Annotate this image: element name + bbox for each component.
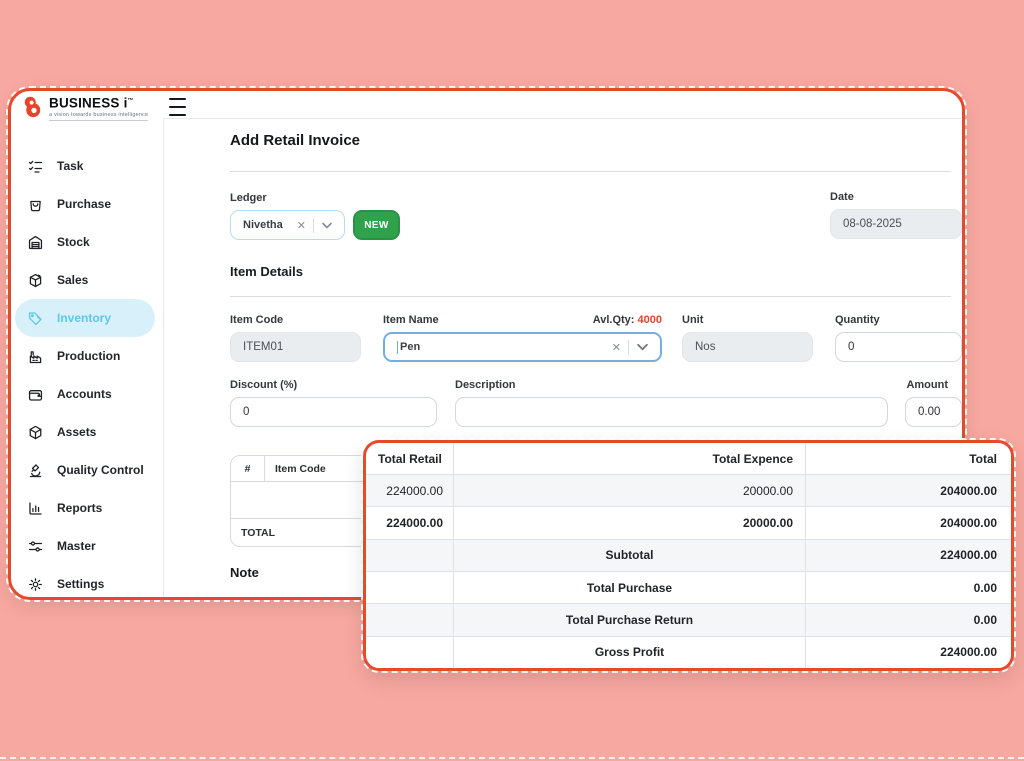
available-quantity-value: 4000 (637, 314, 662, 326)
item-code-input[interactable]: ITEM01 (230, 332, 361, 362)
description-input[interactable] (455, 397, 888, 427)
master-icon (28, 540, 43, 552)
unit-input[interactable]: Nos (682, 332, 813, 362)
sidebar-item-assets[interactable]: Assets (15, 413, 155, 451)
accounts-icon (28, 389, 43, 401)
unit-label: Unit (682, 314, 704, 326)
ledger-clear-icon[interactable]: ✕ (296, 219, 306, 232)
items-table-total-row: TOTAL (231, 518, 469, 546)
inventory-icon (28, 311, 42, 325)
assets-icon (29, 425, 42, 439)
hamburger-menu-icon[interactable] (169, 98, 191, 116)
item-name-clear-icon[interactable]: ✕ (611, 341, 621, 354)
summary-row-values-total: 224000.00 20000.00 204000.00 (366, 506, 1011, 539)
sidebar-item-task[interactable]: Task (15, 147, 155, 185)
date-label: Date (830, 191, 854, 203)
sidebar-item-inventory[interactable]: Inventory (15, 299, 155, 337)
sidebar-item-purchase[interactable]: Purchase (15, 185, 155, 223)
businessi-logo-icon (24, 96, 41, 118)
sidebar-item-master[interactable]: Master (15, 527, 155, 565)
item-code-label: Item Code (230, 314, 284, 326)
summary-header-total-retail: Total Retail (378, 451, 442, 466)
item-name-label: Item Name (383, 314, 439, 326)
ledger-chevron-down-icon[interactable] (314, 222, 334, 229)
note-label: Note (230, 565, 259, 580)
summary-row-subtotal: Subtotal 224000.00 (366, 538, 1011, 571)
purchase-icon (30, 200, 41, 211)
sidebar-item-reports[interactable]: Reports (15, 489, 155, 527)
summary-row-gross-profit: Gross Profit 224000.00 (366, 635, 1011, 668)
ledger-select[interactable]: Nivetha ✕ (230, 210, 345, 240)
production-icon (29, 350, 42, 363)
app-logo: BUSINESS i™ a vision towards business in… (20, 94, 149, 121)
sidebar-item-sales[interactable]: Sales (15, 261, 155, 299)
quantity-label: Quantity (835, 314, 880, 326)
discount-input[interactable]: 0 (230, 397, 437, 427)
sidebar-item-settings[interactable]: Settings (15, 565, 155, 597)
summary-row-total-purchase: Total Purchase 0.00 (366, 570, 1011, 604)
date-input[interactable]: 08-08-2025 (830, 209, 962, 239)
amount-label: Amount (906, 379, 948, 391)
bottom-dashed-line (0, 757, 1024, 759)
settings-icon (29, 577, 42, 591)
item-details-title: Item Details (230, 264, 303, 279)
text-cursor (397, 340, 398, 354)
quantity-input[interactable]: 0 (835, 332, 962, 362)
brand-tagline: a vision towards business intelligence (49, 112, 149, 121)
sidebar: Task Purchase Stock Sales Inventory Prod… (11, 147, 163, 597)
item-name-chevron-down-icon[interactable] (629, 343, 650, 351)
brand-name: BUSINESS i™ (49, 95, 134, 111)
sales-icon (29, 273, 42, 287)
summary-row-total-purchase-return: Total Purchase Return 0.00 (366, 603, 1011, 636)
summary-header-total-expence: Total Expence (712, 451, 793, 466)
discount-label: Discount (%) (230, 379, 298, 391)
title-divider (230, 171, 951, 172)
ledger-value: Nivetha (243, 219, 283, 231)
sidebar-item-accounts[interactable]: Accounts (15, 375, 155, 413)
reports-icon (29, 501, 42, 515)
sidebar-item-production[interactable]: Production (15, 337, 155, 375)
new-ledger-button[interactable]: NEW (353, 210, 400, 240)
invoice-summary-popup: Total Retail Total Expence Total 224000.… (361, 438, 1016, 673)
page-title: Add Retail Invoice (230, 132, 361, 149)
available-quantity: Avl.Qty: 4000 (592, 314, 662, 326)
summary-row-values-1: 224000.00 20000.00 204000.00 (366, 474, 1011, 507)
quality-control-icon (29, 463, 42, 477)
stock-icon (28, 235, 43, 249)
sidebar-item-quality-control[interactable]: Quality Control (15, 451, 155, 489)
description-label: Description (455, 379, 516, 391)
amount-input[interactable]: 0.00 (905, 397, 962, 427)
item-name-select[interactable]: Pen ✕ (383, 332, 662, 362)
item-details-divider (230, 296, 951, 297)
sidebar-divider (163, 118, 164, 597)
task-icon (28, 160, 43, 173)
items-table-header-hash: # (231, 456, 265, 481)
ledger-label: Ledger (230, 192, 267, 204)
items-table-header-item-code: Item Code (275, 462, 326, 475)
sidebar-item-stock[interactable]: Stock (15, 223, 155, 261)
topbar-divider (163, 118, 962, 119)
summary-header-total: Total (969, 451, 997, 466)
item-name-value: Pen (400, 341, 421, 353)
summary-header-row: Total Retail Total Expence Total (366, 443, 1011, 474)
